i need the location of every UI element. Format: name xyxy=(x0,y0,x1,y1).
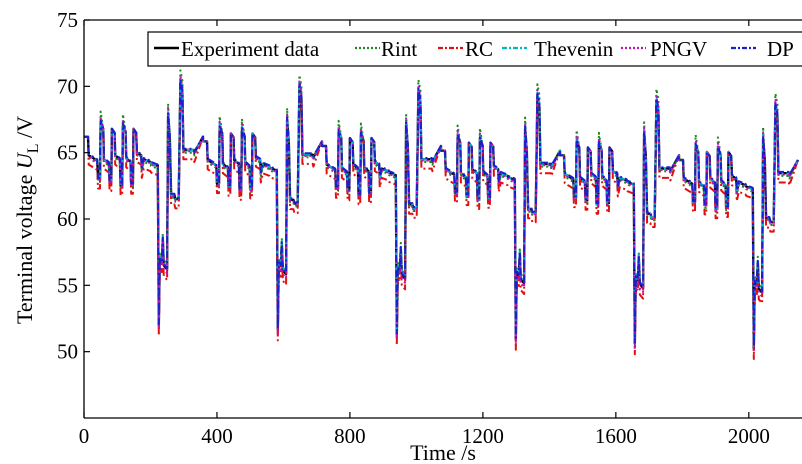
legend-label-thevenin: Thevenin xyxy=(534,37,614,61)
y-axis-label-unit: /V xyxy=(12,116,37,144)
y-axis-label-prefix: Terminal voltage xyxy=(12,169,37,324)
legend-label-experiment-data: Experiment data xyxy=(181,37,320,61)
x-tick-label: 1200 xyxy=(462,424,504,448)
y-tick-label: 60 xyxy=(57,207,78,231)
x-tick-label: 2000 xyxy=(728,424,770,448)
y-tick-label: 50 xyxy=(57,340,78,364)
x-tick-label: 400 xyxy=(201,424,233,448)
plot-area xyxy=(84,69,800,360)
legend: Experiment data Rint RC Thevenin PNGV DP xyxy=(147,31,802,67)
x-axis-label: Time /s xyxy=(410,440,476,464)
x-tick-label: 0 xyxy=(79,424,90,448)
y-axis-label-symbol: U xyxy=(12,151,37,169)
legend-box xyxy=(147,31,802,67)
legend-label-pngv: PNGV xyxy=(650,37,707,61)
x-tick-label: 800 xyxy=(334,424,366,448)
tick-marks: 0 400 800 1200 1600 2000 50 55 60 65 70 75 xyxy=(57,8,770,448)
legend-label-dp: DP xyxy=(767,37,794,61)
legend-label-rint: Rint xyxy=(381,37,417,61)
y-axis-label-subscript: L xyxy=(25,143,42,153)
y-tick-label: 70 xyxy=(57,74,78,98)
x-tick-label: 1600 xyxy=(595,424,637,448)
series-line-pngv xyxy=(84,74,799,354)
legend-label-rc: RC xyxy=(465,37,493,61)
y-tick-label: 55 xyxy=(57,273,78,297)
y-tick-label: 75 xyxy=(57,8,78,32)
series-layer xyxy=(84,69,800,360)
y-tick-label: 65 xyxy=(57,141,78,165)
y-axis-label: Terminal voltage UL /V xyxy=(12,116,42,324)
